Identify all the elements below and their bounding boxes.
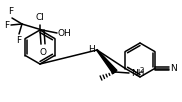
Text: O: O bbox=[39, 48, 46, 57]
Text: F: F bbox=[8, 7, 14, 16]
Text: OH: OH bbox=[58, 28, 72, 38]
Text: F: F bbox=[16, 36, 21, 45]
Text: NH: NH bbox=[131, 69, 145, 78]
Text: 2: 2 bbox=[139, 68, 144, 74]
Text: F: F bbox=[4, 21, 9, 29]
Text: H: H bbox=[88, 44, 95, 54]
Text: Cl: Cl bbox=[35, 13, 44, 22]
Polygon shape bbox=[97, 50, 117, 74]
Text: N: N bbox=[170, 64, 177, 73]
